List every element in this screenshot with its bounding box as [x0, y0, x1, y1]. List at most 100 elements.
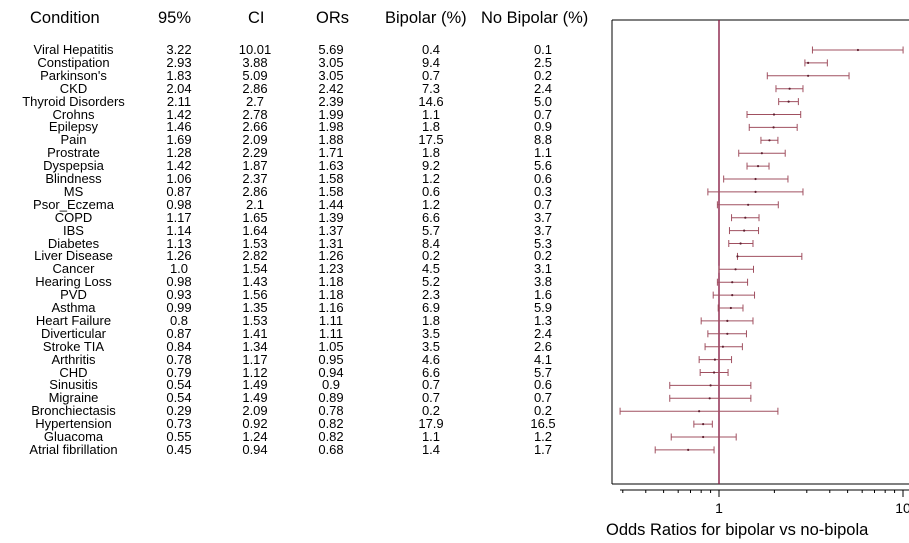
- table-row: Hearing Loss 0.98 1.43 1.18 5.2 3.8: [0, 274, 612, 290]
- cell-condition: Stroke TIA: [42, 338, 105, 354]
- cell-ci-lower: 0.79: [166, 364, 192, 380]
- cell-bipolar: 3.5: [421, 325, 441, 341]
- cell-or: 0.9: [321, 377, 341, 393]
- cell-no-bipolar: 0.7: [533, 196, 553, 212]
- cell-ci-lower: 0.98: [166, 196, 192, 212]
- cell-or: 1.58: [318, 183, 344, 199]
- cell-or: 1.99: [318, 106, 344, 122]
- cell-condition: IBS: [63, 222, 84, 238]
- table-row: Hypertension 0.73 0.92 0.82 17.9 16.5: [0, 416, 612, 432]
- cell-or: 1.16: [318, 300, 344, 315]
- cell-ci-lower: 0.54: [166, 390, 192, 406]
- table-row: Atrial fibrillation 0.45 0.94 0.68 1.4 1.7: [0, 441, 612, 457]
- cell-ci-upper: 2.86: [242, 183, 268, 199]
- cell-no-bipolar: 5.6: [533, 158, 553, 174]
- cell-ci-upper: 2.86: [242, 80, 268, 96]
- header-ors: ORs: [316, 9, 349, 27]
- or-point: [713, 358, 717, 361]
- cell-bipolar: 1.8: [421, 119, 441, 135]
- table-row: CHD 0.79 1.12 0.94 6.6 5.7: [0, 364, 612, 380]
- cell-bipolar: 14.6: [418, 93, 444, 109]
- cell-no-bipolar: 0.2: [533, 248, 553, 264]
- or-point: [807, 74, 810, 77]
- table-row: Migraine 0.54 1.49 0.89 0.7 0.7: [0, 390, 612, 406]
- or-point: [726, 332, 729, 335]
- cell-bipolar: 1.1: [421, 106, 441, 122]
- cell-or: 5.69: [318, 42, 344, 57]
- cell-ci-upper: 1.53: [242, 235, 268, 251]
- table-row: Sinusitis 0.54 1.49 0.9 0.7 0.6: [0, 377, 612, 393]
- table-row: Gluacoma 0.55 1.24 0.82 1.1 1.2: [0, 429, 612, 444]
- cell-bipolar: 4.6: [421, 351, 441, 367]
- cell-ci-upper: 1.35: [242, 300, 268, 315]
- cell-condition: Parkinson's: [40, 67, 107, 83]
- cell-ci-upper: 1.54: [242, 261, 268, 277]
- cell-ci-upper: 2.1: [245, 196, 265, 212]
- cell-ci-lower: 1.0: [169, 261, 189, 277]
- cell-no-bipolar: 0.9: [533, 119, 553, 135]
- cell-ci-lower: 0.29: [166, 403, 192, 419]
- table-row: Blindness 1.06 2.37 1.58 1.2 0.6: [0, 171, 612, 186]
- cell-no-bipolar: 2.4: [533, 80, 553, 96]
- x-tick-label: 10: [895, 500, 909, 516]
- cell-or: 1.71: [318, 145, 344, 161]
- cell-ci-lower: 0.93: [166, 287, 192, 303]
- table-row: Pain 1.69 2.09 1.88 17.5 8.8: [0, 132, 612, 148]
- cell-ci-upper: 10.01: [238, 42, 272, 57]
- cell-ci-upper: 1.17: [242, 351, 268, 367]
- header-ci-lower: 95%: [158, 9, 192, 27]
- cell-ci-lower: 0.73: [166, 416, 192, 432]
- table-row: Crohns 1.42 2.78 1.99 1.1 0.7: [0, 106, 612, 122]
- or-point: [788, 87, 791, 90]
- or-point: [760, 152, 763, 155]
- cell-or: 2.42: [318, 80, 344, 96]
- cell-no-bipolar: 2.5: [533, 54, 553, 70]
- cell-ci-upper: 2.29: [242, 145, 268, 161]
- cell-condition: Bronchiectasis: [31, 403, 116, 419]
- or-point: [702, 423, 705, 426]
- cell-ci-lower: 0.55: [166, 429, 192, 444]
- cell-ci-upper: 1.12: [242, 364, 268, 380]
- cell-bipolar: 0.2: [421, 248, 441, 264]
- cell-or: 2.39: [318, 93, 344, 109]
- or-point: [754, 177, 757, 181]
- table-row: PVD 0.93 1.56 1.18 2.3 1.6: [0, 287, 612, 303]
- cell-ci-upper: 2.09: [242, 132, 268, 148]
- cell-condition: Heart Failure: [35, 312, 112, 328]
- table-row: IBS 1.14 1.64 1.37 5.7 3.7: [0, 222, 612, 238]
- cell-no-bipolar: 3.8: [533, 274, 553, 290]
- cell-ci-lower: 1.28: [166, 145, 192, 161]
- cell-condition: Dyspepsia: [43, 158, 104, 174]
- cell-condition: MS: [63, 183, 84, 199]
- cell-condition: Hearing Loss: [35, 274, 112, 290]
- cell-no-bipolar: 0.6: [533, 377, 553, 393]
- cell-or: 1.58: [318, 171, 344, 186]
- or-point: [708, 397, 711, 400]
- cell-condition: Arthritis: [51, 351, 96, 367]
- cell-no-bipolar: 5.7: [533, 364, 553, 380]
- cell-no-bipolar: 2.4: [533, 325, 553, 341]
- cell-ci-upper: 2.37: [242, 171, 268, 186]
- or-point: [756, 165, 760, 168]
- or-point: [726, 319, 729, 322]
- cell-ci-upper: 5.09: [242, 67, 268, 83]
- forest-table: Condition 95% CI ORs Bipolar (%) No Bipo…: [0, 9, 612, 457]
- cell-bipolar: 1.8: [421, 145, 441, 161]
- cell-condition: Crohns: [52, 106, 95, 122]
- cell-or: 1.23: [318, 261, 344, 277]
- header-ci-upper: CI: [248, 9, 265, 27]
- cell-ci-lower: 0.45: [166, 441, 192, 457]
- cell-or: 3.05: [318, 67, 344, 83]
- cell-ci-lower: 2.11: [166, 93, 192, 109]
- cell-no-bipolar: 3.7: [533, 209, 553, 225]
- cell-bipolar: 5.2: [421, 274, 441, 290]
- or-point: [772, 113, 776, 116]
- cell-ci-lower: 0.8: [169, 312, 189, 328]
- table-row: Constipation 2.93 3.88 3.05 9.4 2.5: [0, 54, 612, 70]
- cell-or: 0.95: [318, 351, 344, 367]
- cell-ci-lower: 2.93: [166, 54, 192, 70]
- table-row: Diabetes 1.13 1.53 1.31 8.4 5.3: [0, 235, 612, 251]
- header-no-bipolar: No Bipolar (%): [481, 9, 589, 27]
- cell-or: 1.11: [318, 325, 344, 341]
